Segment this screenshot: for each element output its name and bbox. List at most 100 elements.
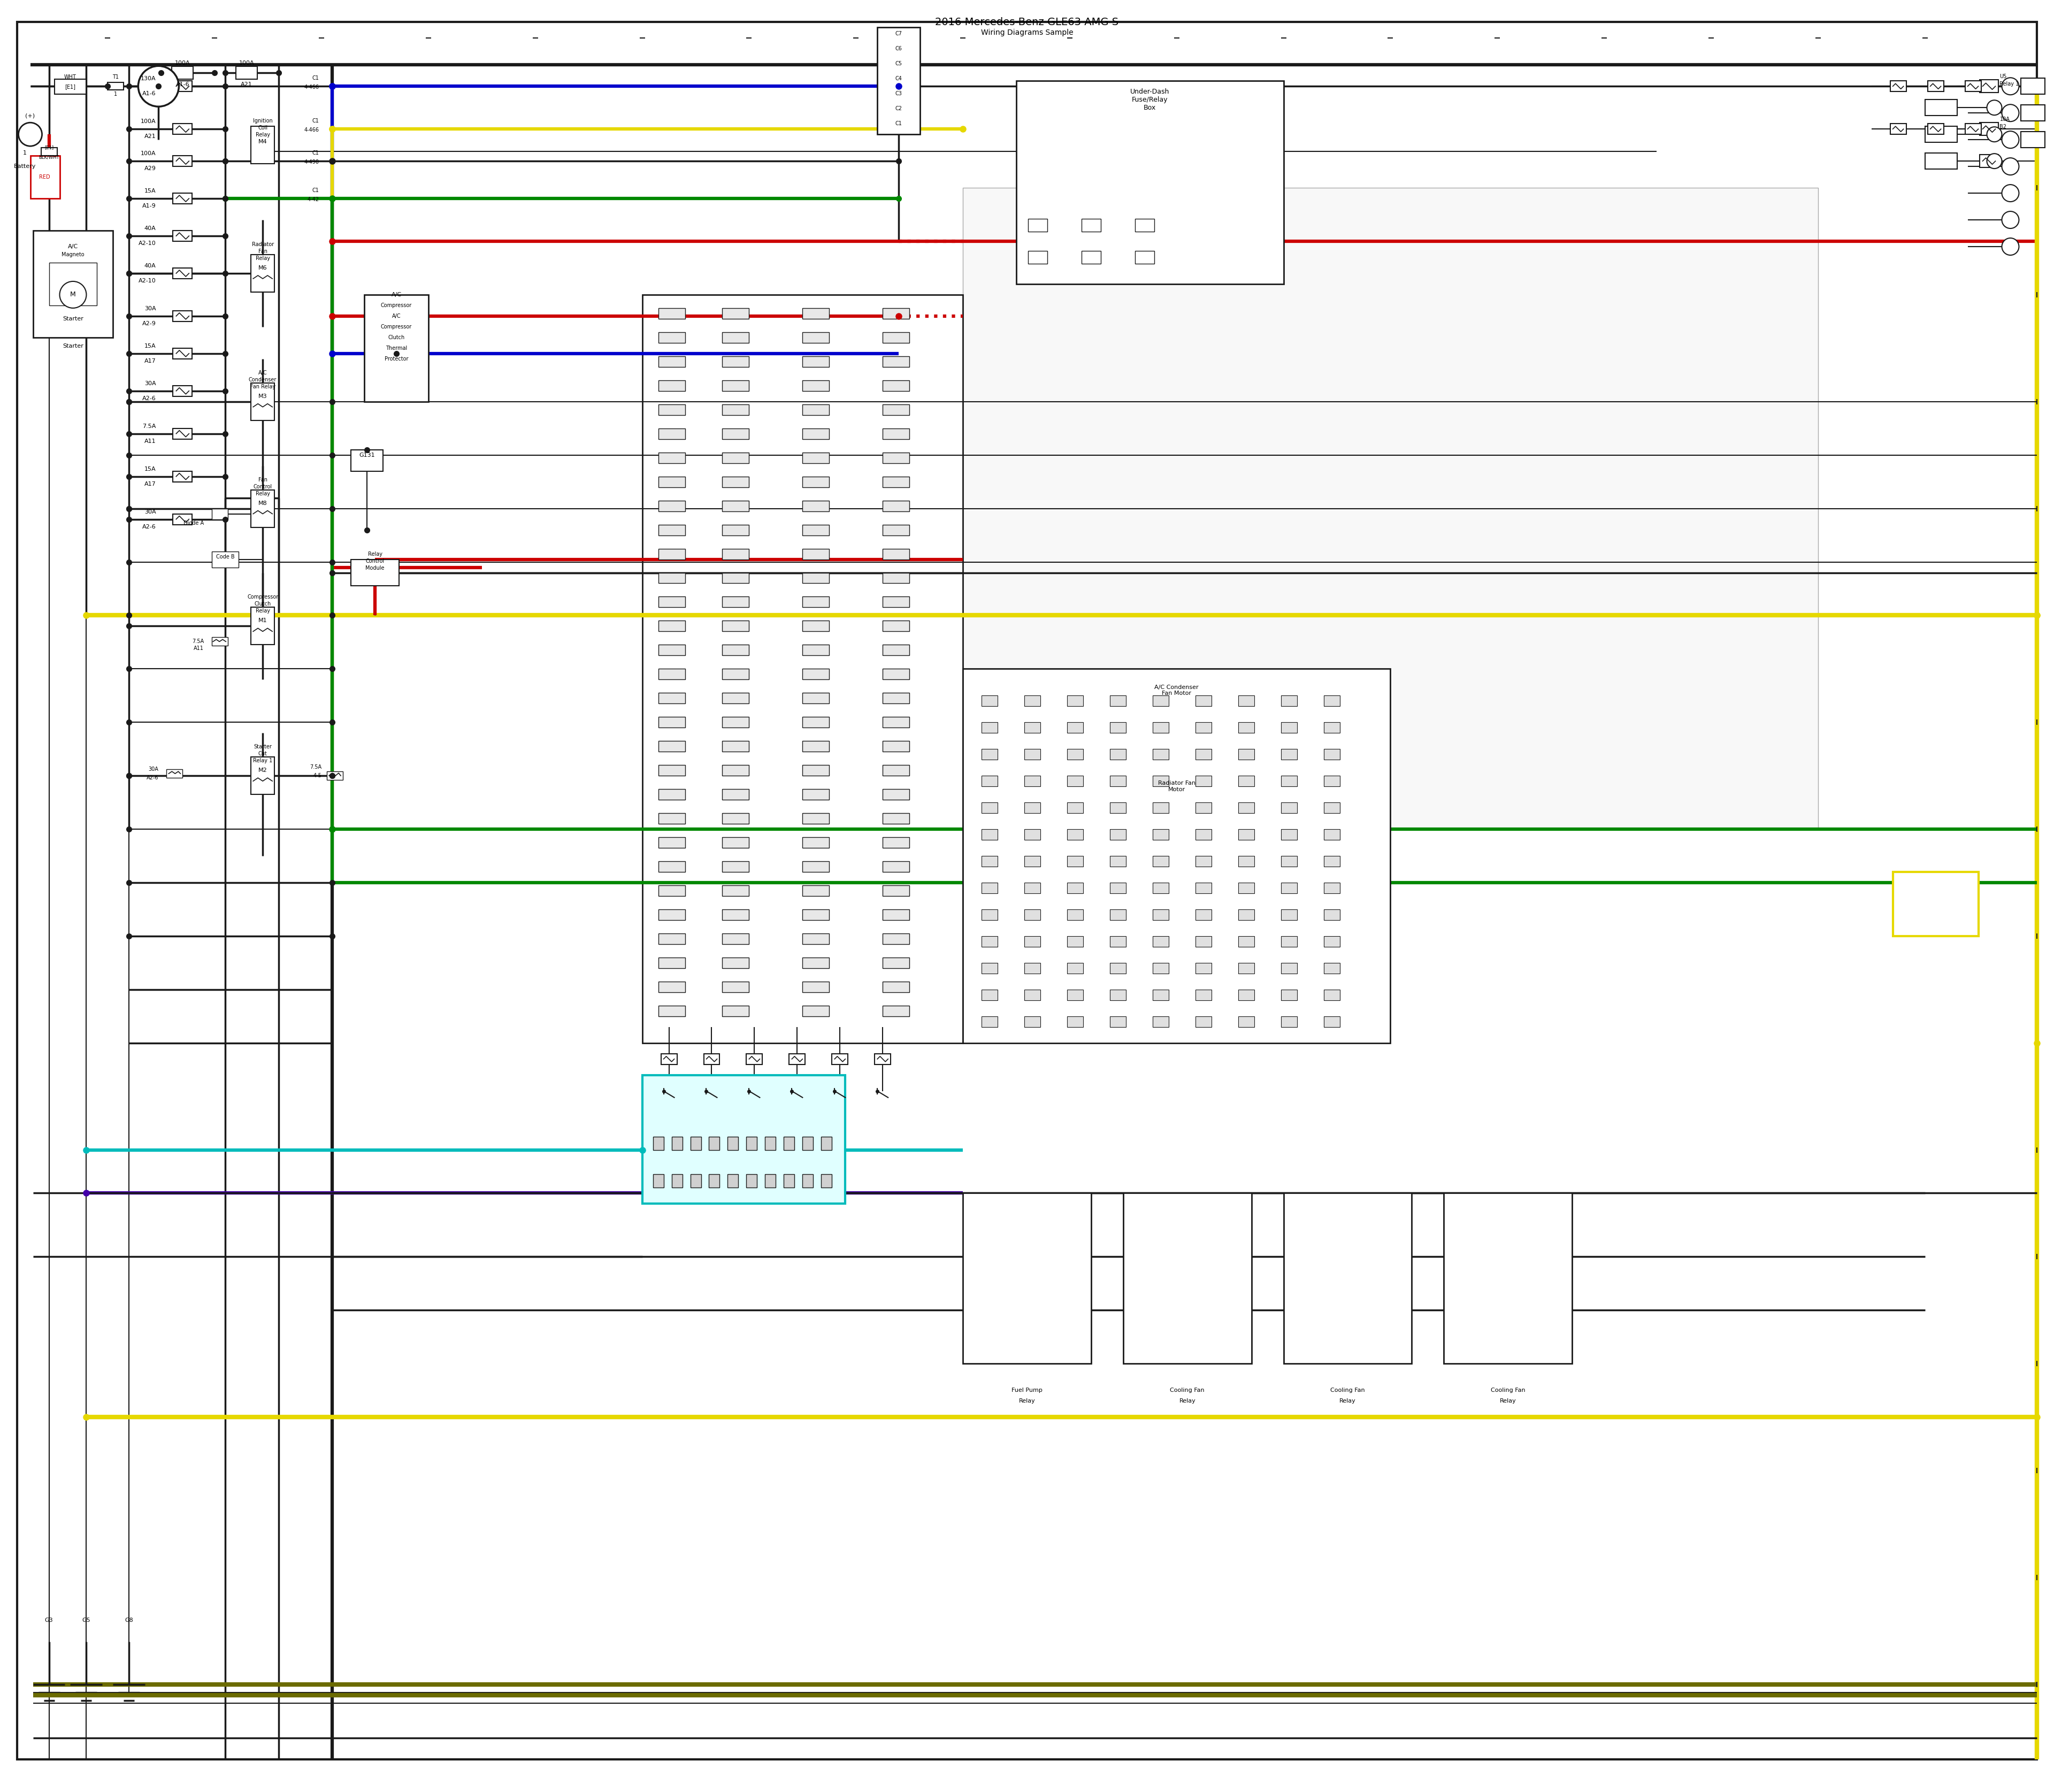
Bar bbox=[803, 862, 830, 873]
Bar bbox=[723, 694, 750, 704]
Text: Clutch: Clutch bbox=[388, 335, 405, 340]
Text: Relay: Relay bbox=[255, 609, 269, 615]
Bar bbox=[803, 525, 830, 536]
Bar bbox=[657, 837, 684, 848]
Text: T1: T1 bbox=[113, 75, 119, 81]
Bar bbox=[1029, 251, 1048, 263]
Bar bbox=[1323, 1016, 1339, 1027]
Text: Relay: Relay bbox=[255, 256, 269, 262]
Text: 2016 Mercedes-Benz GLE63 AMG S: 2016 Mercedes-Benz GLE63 AMG S bbox=[935, 18, 1119, 27]
Bar bbox=[1152, 695, 1169, 706]
Bar bbox=[1109, 989, 1126, 1000]
Text: M3: M3 bbox=[259, 394, 267, 400]
Bar bbox=[1890, 124, 1906, 134]
Bar bbox=[982, 883, 998, 894]
Bar bbox=[709, 1174, 719, 1188]
Bar bbox=[883, 862, 910, 873]
Bar bbox=[1136, 219, 1154, 231]
Bar bbox=[723, 573, 750, 584]
Text: 100A: 100A bbox=[175, 61, 191, 66]
Bar bbox=[690, 1174, 700, 1188]
Bar bbox=[709, 1136, 719, 1150]
Bar bbox=[1195, 722, 1212, 733]
Bar bbox=[883, 717, 910, 728]
Bar bbox=[883, 405, 910, 416]
Bar bbox=[723, 380, 750, 391]
Bar bbox=[1195, 749, 1212, 760]
Text: U5: U5 bbox=[2001, 73, 2007, 79]
Bar bbox=[251, 607, 275, 645]
Bar bbox=[657, 862, 684, 873]
Bar bbox=[883, 357, 910, 367]
Circle shape bbox=[138, 66, 179, 106]
Bar bbox=[982, 695, 998, 706]
Bar bbox=[1323, 695, 1339, 706]
Text: Ignition: Ignition bbox=[253, 118, 273, 124]
Bar bbox=[1025, 830, 1041, 840]
Bar bbox=[1025, 749, 1041, 760]
Bar bbox=[803, 548, 830, 559]
Bar bbox=[657, 573, 684, 584]
Bar bbox=[1025, 857, 1041, 867]
Bar bbox=[883, 380, 910, 391]
Bar bbox=[1109, 722, 1126, 733]
Text: A/C Condenser
Fan Motor: A/C Condenser Fan Motor bbox=[1154, 685, 1200, 695]
Text: A2-10: A2-10 bbox=[138, 278, 156, 283]
Text: Control: Control bbox=[366, 557, 384, 563]
Bar bbox=[883, 765, 910, 776]
Bar bbox=[883, 332, 910, 342]
Bar bbox=[1323, 962, 1339, 973]
Bar bbox=[766, 1174, 776, 1188]
Bar bbox=[212, 509, 228, 520]
Bar bbox=[883, 982, 910, 993]
Bar bbox=[723, 548, 750, 559]
Bar bbox=[1136, 251, 1154, 263]
Bar bbox=[803, 982, 830, 993]
Bar bbox=[982, 935, 998, 946]
Bar bbox=[727, 1136, 737, 1150]
Bar bbox=[173, 428, 193, 439]
Bar bbox=[1068, 695, 1082, 706]
Bar bbox=[803, 814, 830, 824]
Text: A1-6: A1-6 bbox=[142, 91, 156, 97]
Bar bbox=[2021, 106, 2046, 122]
Bar bbox=[883, 668, 910, 679]
Bar bbox=[723, 934, 750, 944]
Text: 4-490: 4-490 bbox=[304, 159, 318, 165]
Bar bbox=[883, 1005, 910, 1016]
Bar bbox=[1282, 935, 1296, 946]
Text: G3: G3 bbox=[45, 1618, 53, 1624]
Bar bbox=[803, 788, 830, 799]
Bar bbox=[723, 308, 750, 319]
Bar bbox=[789, 1054, 805, 1064]
Bar bbox=[1195, 962, 1212, 973]
Text: 30A: 30A bbox=[144, 380, 156, 385]
Circle shape bbox=[2003, 185, 2019, 202]
Bar bbox=[1082, 219, 1101, 231]
Bar bbox=[982, 749, 998, 760]
Bar bbox=[1068, 830, 1082, 840]
Text: 100A: 100A bbox=[140, 118, 156, 124]
Text: 10A: 10A bbox=[2001, 116, 2009, 122]
Text: C1: C1 bbox=[312, 75, 318, 81]
Bar bbox=[657, 452, 684, 462]
Bar bbox=[653, 1136, 663, 1150]
Bar bbox=[883, 548, 910, 559]
Text: 30A: 30A bbox=[144, 306, 156, 312]
Bar bbox=[1195, 803, 1212, 814]
Text: 130A: 130A bbox=[140, 75, 156, 81]
Bar bbox=[1195, 776, 1212, 787]
Bar bbox=[723, 597, 750, 607]
Bar bbox=[690, 1136, 700, 1150]
Bar bbox=[803, 957, 830, 968]
Text: C6: C6 bbox=[896, 47, 902, 52]
Text: C1: C1 bbox=[312, 151, 318, 156]
Bar bbox=[173, 231, 193, 242]
Text: 4-466: 4-466 bbox=[304, 127, 318, 133]
Bar bbox=[1195, 935, 1212, 946]
Text: Relay 1: Relay 1 bbox=[2001, 81, 2019, 86]
Bar bbox=[657, 788, 684, 799]
Bar bbox=[883, 620, 910, 631]
Bar bbox=[657, 357, 684, 367]
Bar bbox=[1890, 81, 1906, 91]
